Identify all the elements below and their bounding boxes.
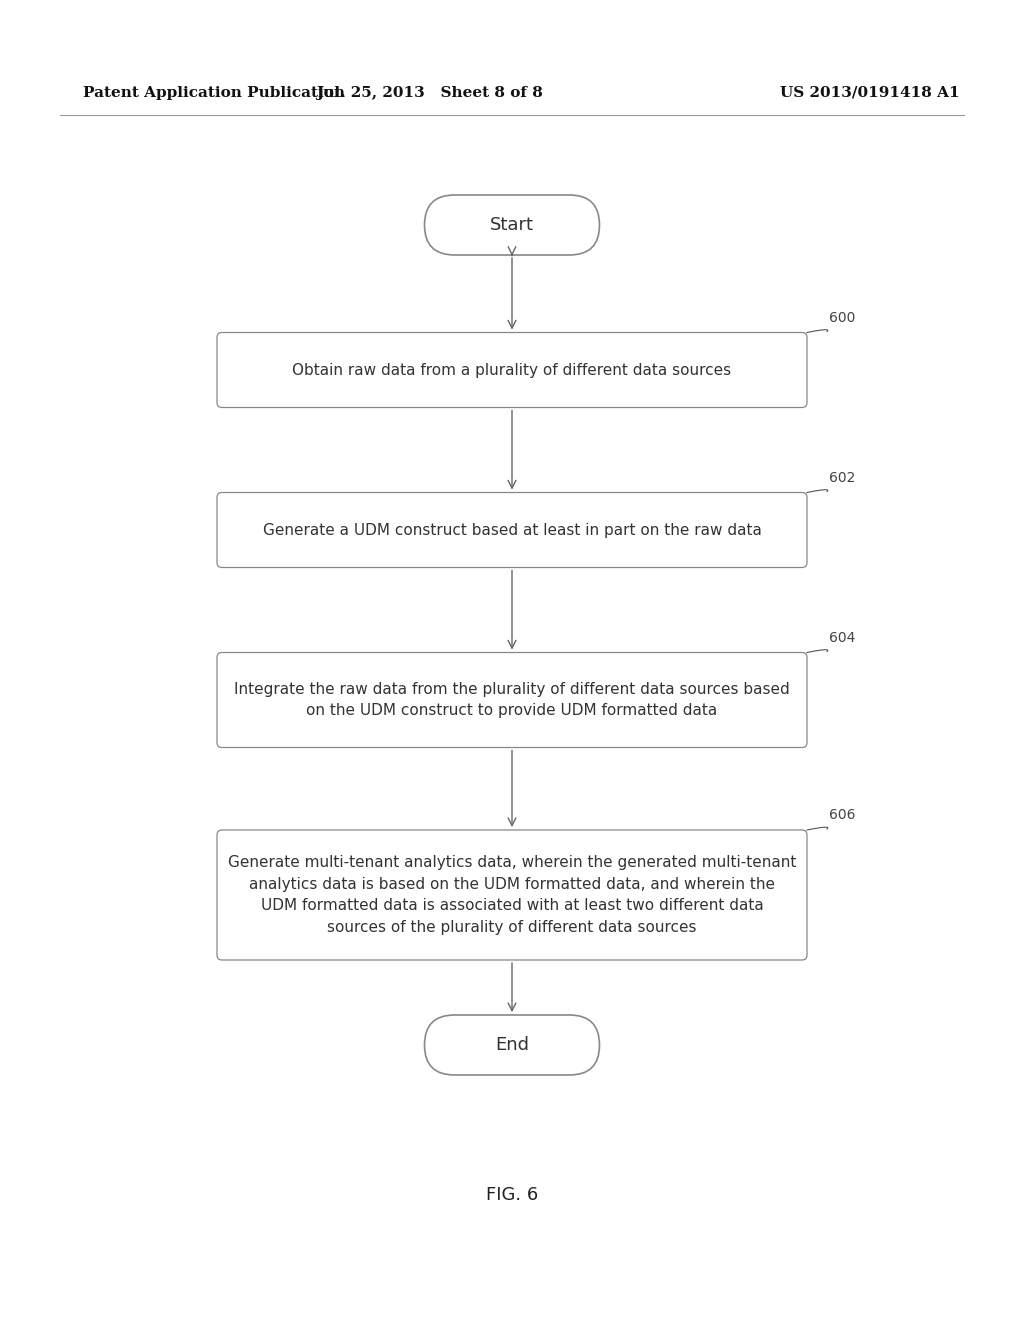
FancyBboxPatch shape: [217, 333, 807, 408]
Text: Obtain raw data from a plurality of different data sources: Obtain raw data from a plurality of diff…: [293, 363, 731, 378]
FancyBboxPatch shape: [425, 195, 599, 255]
FancyBboxPatch shape: [217, 652, 807, 747]
Text: Integrate the raw data from the plurality of different data sources based
on the: Integrate the raw data from the pluralit…: [234, 681, 790, 718]
Text: Start: Start: [490, 216, 534, 234]
Text: US 2013/0191418 A1: US 2013/0191418 A1: [780, 86, 959, 100]
Text: Patent Application Publication: Patent Application Publication: [83, 86, 345, 100]
FancyBboxPatch shape: [425, 1015, 599, 1074]
Text: Generate a UDM construct based at least in part on the raw data: Generate a UDM construct based at least …: [262, 523, 762, 537]
Text: 600: 600: [829, 310, 855, 325]
Text: 604: 604: [829, 631, 855, 644]
Text: FIG. 6: FIG. 6: [485, 1185, 539, 1204]
Text: End: End: [495, 1036, 529, 1053]
FancyBboxPatch shape: [217, 830, 807, 960]
Text: Jul. 25, 2013   Sheet 8 of 8: Jul. 25, 2013 Sheet 8 of 8: [316, 86, 544, 100]
Text: 606: 606: [829, 808, 855, 822]
Text: 602: 602: [829, 470, 855, 484]
FancyBboxPatch shape: [217, 492, 807, 568]
Text: Generate multi-tenant analytics data, wherein the generated multi-tenant
analyti: Generate multi-tenant analytics data, wh…: [227, 855, 797, 935]
